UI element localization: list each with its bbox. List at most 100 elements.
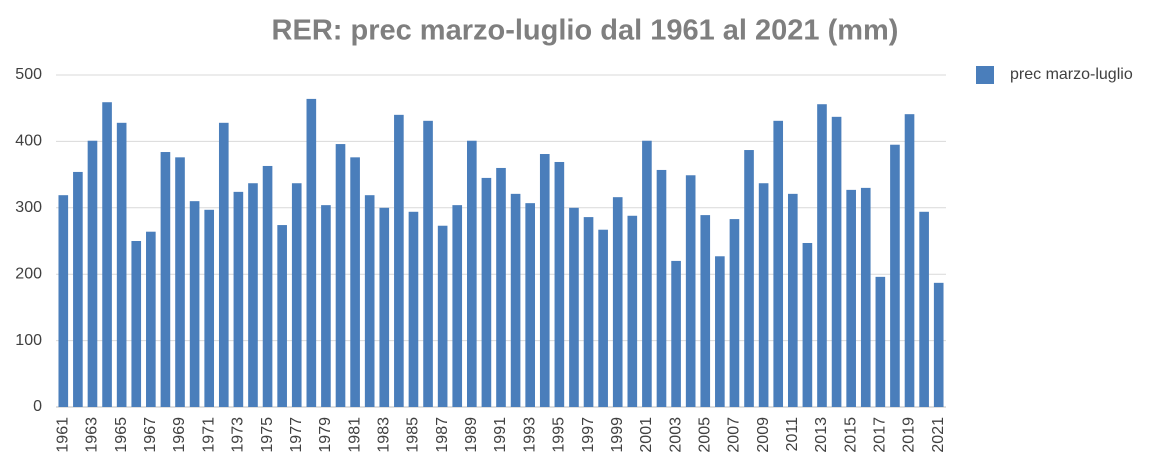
legend-swatch [976,66,994,84]
x-tick-label: 2017 [872,417,889,453]
bar [569,207,579,407]
bar [452,205,463,407]
x-tick-label: 2001 [638,417,655,453]
bar [700,215,711,407]
x-tick-label: 2009 [755,417,772,453]
bar [510,193,521,407]
bar [773,120,784,407]
x-tick-label: 1993 [521,417,538,453]
bar [73,171,83,407]
bar [131,241,142,407]
bar [554,161,565,407]
bar [642,140,652,407]
bar [802,242,813,407]
y-tick-label: 0 [33,398,42,415]
bar [671,260,681,407]
bar [262,165,273,407]
x-tick-label: 1981 [346,417,363,453]
x-tick-label: 1971 [200,417,217,453]
bar [612,197,623,407]
bar [204,209,215,407]
x-tick-label: 1973 [230,417,247,453]
bar [846,189,856,407]
y-tick-label: 200 [15,265,42,282]
bar [875,276,886,407]
bar [904,114,915,408]
bar [437,225,448,407]
bar [627,215,638,407]
bar [291,183,302,407]
bar [715,256,725,407]
x-tick-label: 1987 [434,417,451,453]
bar [758,183,769,407]
bar [685,175,696,407]
bar [189,201,200,407]
x-tick-label: 2015 [842,417,859,453]
bar [496,167,506,407]
bar [102,102,112,407]
x-tick-label: 2011 [784,417,801,452]
bar [233,191,244,407]
bar [539,154,550,407]
bar [583,217,594,407]
bar [58,195,69,407]
bar [160,152,171,407]
bar [87,140,98,407]
x-tick-label: 1975 [259,417,276,453]
legend-label: prec marzo-luglio [1010,66,1133,83]
bar [831,116,842,407]
bar [919,211,929,407]
x-tick-label: 1967 [142,417,159,453]
bar [408,211,419,407]
bar [481,177,492,407]
x-tick-label: 1961 [55,417,72,453]
bar [321,205,331,407]
x-tick-label: 1977 [288,417,305,453]
y-tick-label: 300 [15,199,42,216]
bar [598,229,608,407]
bar [350,157,360,407]
x-tick-label: 2013 [813,417,830,453]
bar [379,207,390,407]
bar [277,225,287,407]
bar [335,144,346,407]
x-tick-label: 1991 [492,417,509,453]
bar [364,195,375,407]
x-tick-label: 2019 [901,417,918,453]
bar [729,219,740,407]
x-tick-label: 2007 [726,417,743,453]
bar [116,122,127,408]
bar [744,150,754,408]
x-tick-label: 2021 [930,417,947,453]
x-tick-label: 1969 [171,417,188,453]
x-tick-label: 1983 [375,417,392,453]
x-tick-label: 1989 [463,417,480,453]
x-tick-label: 1995 [551,417,568,453]
x-tick-label: 1965 [113,417,130,453]
x-tick-label: 2003 [667,417,684,453]
bar [656,169,667,407]
bar [890,144,900,407]
x-tick-label: 1997 [580,417,597,453]
bar [525,203,535,407]
y-tick-label: 400 [15,133,42,150]
bar [933,282,944,407]
bar [467,140,477,407]
bar [817,104,827,407]
y-tick-label: 500 [15,66,42,83]
x-tick-label: 1985 [405,417,422,453]
x-tick-label: 2005 [696,417,713,453]
bar [218,122,229,408]
bar [860,187,871,407]
bar [306,98,317,408]
x-tick-label: 1963 [84,417,101,453]
y-tick-label: 100 [15,332,42,349]
bar [787,193,798,407]
bar [423,120,433,407]
bar [175,157,185,407]
bar [146,231,156,407]
x-tick-label: 1999 [609,417,626,453]
x-tick-label: 1979 [317,417,334,453]
bar [394,114,404,407]
